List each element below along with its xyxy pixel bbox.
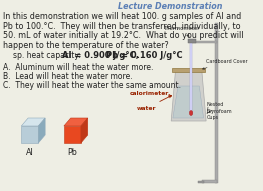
Text: A.  Aluminum will heat the water more.: A. Aluminum will heat the water more. — [3, 63, 153, 72]
Ellipse shape — [189, 111, 193, 116]
Text: Al: Al — [26, 148, 34, 157]
Bar — [172, 68, 205, 72]
Polygon shape — [173, 86, 204, 118]
Bar — [199, 181, 204, 183]
Text: Al = 0.900 J/g°C,: Al = 0.900 J/g°C, — [62, 51, 139, 60]
Text: In this demonstration we will heat 100. g samples of Al and: In this demonstration we will heat 100. … — [3, 12, 241, 21]
Text: happen to the temperature of the water?: happen to the temperature of the water? — [3, 40, 168, 49]
Text: 50. mL of water initially at 19.2°C.  What do you predict will: 50. mL of water initially at 19.2°C. Wha… — [3, 31, 243, 40]
Bar — [215, 23, 218, 183]
Text: Pb = 0.160 J/g°C: Pb = 0.160 J/g°C — [107, 51, 183, 60]
Bar — [190, 41, 192, 113]
Polygon shape — [81, 118, 88, 143]
Text: Lecture Demonstration: Lecture Demonstration — [118, 2, 222, 11]
Text: Cardboard Cover: Cardboard Cover — [203, 59, 248, 69]
Text: Pb: Pb — [67, 148, 77, 157]
Text: calorimeter: calorimeter — [129, 91, 171, 97]
Bar — [202, 180, 217, 183]
Polygon shape — [171, 71, 206, 121]
Text: water: water — [137, 96, 171, 111]
Polygon shape — [21, 118, 45, 126]
Text: Pb to 100.°C.  They will then be transferred, individually, to: Pb to 100.°C. They will then be transfer… — [3, 22, 240, 31]
Bar — [188, 39, 196, 43]
Text: sp. heat capacity:: sp. heat capacity: — [13, 51, 81, 60]
Text: Thermometer: Thermometer — [164, 26, 201, 36]
Text: Nested
Styrofoam
Cups: Nested Styrofoam Cups — [207, 102, 232, 120]
Text: C.  They will heat the water the same amount.: C. They will heat the water the same amo… — [3, 81, 181, 90]
Polygon shape — [64, 118, 88, 126]
Polygon shape — [64, 126, 81, 143]
Text: B.  Lead will heat the water more.: B. Lead will heat the water more. — [3, 72, 132, 81]
Polygon shape — [21, 126, 38, 143]
Bar — [192, 40, 217, 43]
Polygon shape — [38, 118, 45, 143]
